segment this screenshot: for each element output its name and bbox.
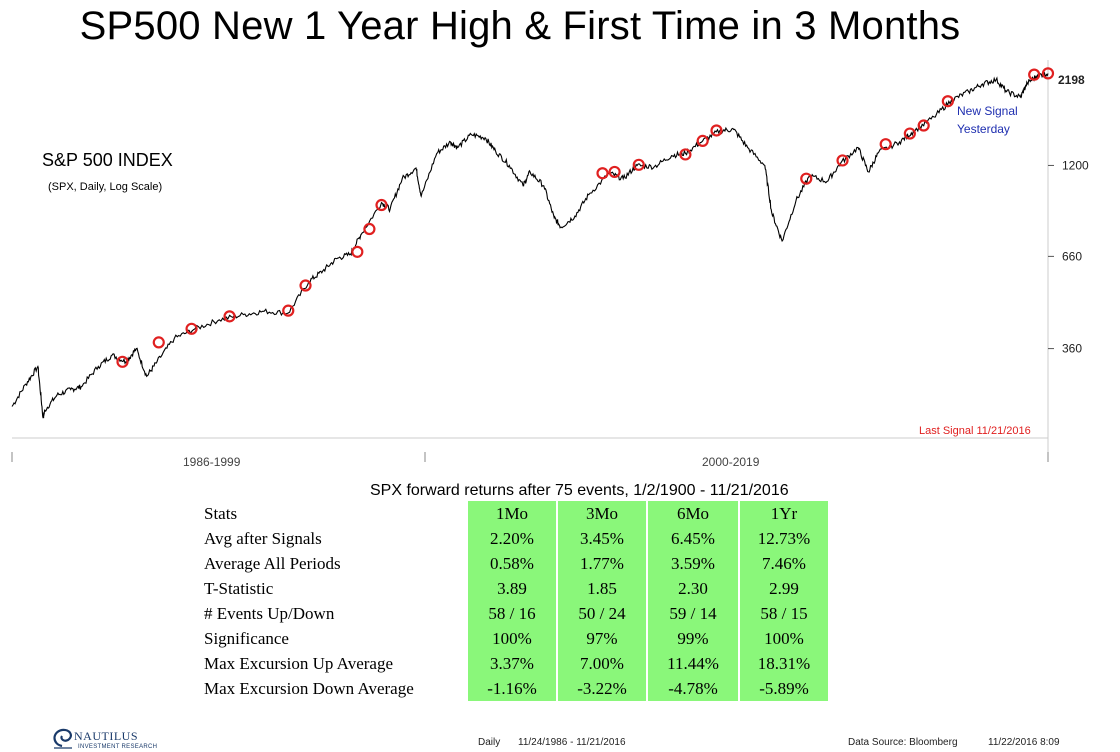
signal-marker [152,336,165,349]
table-cell: 7.46% [738,551,828,576]
new-signal-annotation: New Signal Yesterday [957,104,1018,136]
signal-marker [696,134,709,148]
table-cell: 2.99 [738,576,828,601]
table-cell: 100% [466,626,557,651]
table-cell: 50 / 24 [556,601,647,626]
signal-marker [836,154,849,167]
footer-frequency: Daily [478,737,501,748]
signal-marker [223,310,236,323]
signal-marker [917,119,930,132]
y-tick-label: 360 [1062,342,1082,356]
row-label: Significance [204,628,289,648]
price-chart: 360 660 1200 [11,60,1089,462]
table-cell: 58 / 16 [466,601,557,626]
table-cell: 3.37% [466,651,557,676]
table-row: Average All Periods 0.58% 1.77% 3.59% 7.… [200,551,828,576]
signal-marker [608,165,621,179]
table-header-cell: 1Mo [466,501,557,526]
signal-marker [679,148,692,161]
signal-marker [351,245,364,258]
row-label: Avg after Signals [204,528,322,548]
table-row: Avg after Signals 2.20% 3.45% 6.45% 12.7… [200,526,828,551]
signal-marker [941,95,954,108]
signal-marker [632,158,645,171]
row-label: Max Excursion Up Average [204,653,393,673]
stats-table-title: SPX forward returns after 75 events, 1/2… [370,482,789,499]
table-row: Max Excursion Down Average -1.16% -3.22%… [200,676,828,701]
row-label: Average All Periods [204,553,341,573]
table-cell: 100% [738,626,828,651]
table-cell: -1.16% [466,676,557,701]
index-subtitle: (SPX, Daily, Log Scale) [48,181,163,193]
y-tick-label: 1200 [1062,158,1089,172]
table-cell: 2.30 [646,576,739,601]
table-cell: 3.45% [556,526,647,551]
signal-marker [1041,67,1055,80]
table-header-row: Stats 1Mo 3Mo 6Mo 1Yr [200,501,828,526]
price-line [11,71,1049,419]
table-cell: 7.00% [556,651,647,676]
last-price-label: 2198 [1058,73,1085,87]
logo-name: NAUTILUS [74,729,138,743]
table-row: T-Statistic 3.89 1.85 2.30 2.99 [200,576,828,601]
signal-marker [363,222,376,236]
table-cell: 0.58% [466,551,557,576]
table-cell: 3.59% [646,551,739,576]
signal-marker [282,304,295,317]
table-cell: 2.20% [466,526,557,551]
row-label: T-Statistic [204,578,274,598]
table-cell: 11.44% [646,651,739,676]
last-signal-annotation: Last Signal 11/21/2016 [919,425,1031,437]
y-tick-label: 660 [1062,249,1082,263]
table-cell: -3.22% [556,676,647,701]
signal-marker [903,127,916,140]
signal-marker [710,124,723,137]
table-cell: 1.77% [556,551,647,576]
signal-markers [116,67,1055,368]
table-cell: 1.85 [556,576,647,601]
table-header-cell: 6Mo [646,501,739,526]
table-header-cell: 3Mo [556,501,647,526]
price-series [11,71,1049,419]
footer-timestamp: 11/22/2016 8:09 [988,737,1060,748]
signal-marker [185,322,198,335]
era-label-2000-2019: 2000-2019 [702,455,760,469]
era-label-1986-1999: 1986-1999 [183,455,241,469]
table-header-cell: 1Yr [738,501,828,526]
row-label: # Events Up/Down [204,603,335,623]
table-header-cell: Stats [204,503,238,523]
logo-tagline: INVESTMENT RESEARCH [78,744,158,750]
signal-marker [299,279,312,292]
y-axis-ticks: 360 660 1200 [1048,158,1089,356]
table-row: # Events Up/Down 58 / 16 50 / 24 59 / 14… [200,601,828,626]
nautilus-logo-icon [53,728,72,749]
signal-marker [1028,68,1041,81]
table-cell: 99% [646,626,739,651]
footer-date-range: 11/24/1986 - 11/21/2016 [518,737,626,748]
table-cell: 12.73% [738,526,828,551]
row-label: Max Excursion Down Average [204,678,414,698]
table-cell: 59 / 14 [646,601,739,626]
table-cell: 97% [556,626,647,651]
signal-marker [800,172,813,185]
table-cell: -4.78% [646,676,739,701]
footer-source: Data Source: Bloomberg [848,737,958,748]
table-cell: 18.31% [738,651,828,676]
table-cell: 3.89 [466,576,557,601]
table-cell: -5.89% [738,676,828,701]
chart-title: SP500 New 1 Year High & First Time in 3 … [79,4,961,48]
table-cell: 6.45% [646,526,739,551]
index-name: S&P 500 INDEX [42,150,173,170]
table-row: Max Excursion Up Average 3.37% 7.00% 11.… [200,651,828,676]
signal-marker [879,138,892,151]
signal-marker [375,198,388,212]
signal-marker [116,355,129,368]
chart-frame [11,60,1049,462]
table-cell: 58 / 15 [738,601,828,626]
stats-table: Stats 1Mo 3Mo 6Mo 1Yr Avg after Signals … [200,501,828,701]
table-row: Significance 100% 97% 99% 100% [200,626,828,651]
signal-marker [596,167,609,180]
